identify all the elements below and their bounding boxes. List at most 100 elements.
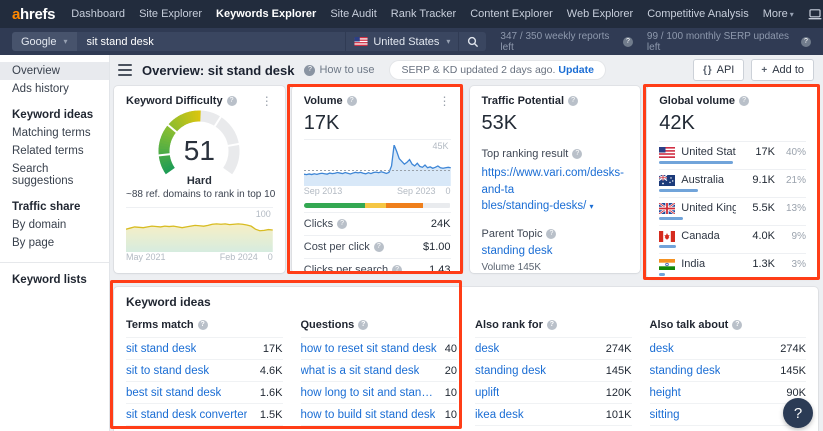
keyword-search-group: Google▾ United States▾: [12, 32, 487, 51]
keyword-link[interactable]: height: [649, 386, 681, 399]
keyword-link[interactable]: desk: [475, 342, 500, 355]
kebab-menu-icon[interactable]: ⋮: [260, 94, 273, 108]
help-icon[interactable]: ?: [346, 96, 357, 106]
keyword-link[interactable]: standing desk: [649, 364, 721, 377]
ahrefs-logo[interactable]: ahrefs: [12, 5, 56, 23]
x-axis-end: Feb 2024: [219, 252, 258, 262]
nav-item-keywords-explorer[interactable]: Keywords Explorer: [216, 8, 317, 20]
keyword-link[interactable]: sit stand desk: [126, 342, 197, 355]
help-icon[interactable]: ?: [739, 96, 750, 106]
y-axis-max: 45K: [432, 141, 449, 151]
country-row-united-states: United States 17K 40%: [659, 141, 806, 169]
keyword-link[interactable]: uplift: [475, 386, 500, 399]
keyword-link[interactable]: sit to stand desk: [126, 364, 210, 377]
keyword-link[interactable]: best sit stand desk: [126, 386, 222, 399]
help-icon[interactable]: ?: [226, 96, 237, 106]
keyword-row: how to reset sit stand desk 40: [300, 337, 457, 359]
nav-item-site-audit[interactable]: Site Audit: [330, 8, 377, 20]
sidebar-item-by-domain[interactable]: By domain: [12, 219, 67, 231]
top-ranking-result-label: Top ranking result?: [482, 148, 629, 160]
nav-item-content-explorer[interactable]: Content Explorer: [470, 8, 553, 20]
help-icon[interactable]: ?: [392, 265, 403, 273]
traffic-potential-value: 53K: [481, 112, 518, 134]
chevron-down-icon: ▾: [789, 10, 794, 19]
kebab-menu-icon[interactable]: ⋮: [438, 94, 451, 108]
nav-item-web-explorer[interactable]: Web Explorer: [566, 8, 634, 20]
keyword-link[interactable]: how long to sit and stand at desk: [300, 386, 437, 399]
cps-value: 1.43: [429, 264, 451, 273]
keyword-ideas-panel: Keyword ideas Terms match? sit stand des…: [114, 287, 818, 431]
keyword-link[interactable]: ikea desk: [475, 408, 524, 421]
how-to-use-link[interactable]: ? How to use: [304, 64, 374, 76]
sidebar-item-related-terms[interactable]: Related terms: [12, 145, 84, 157]
search-bar: Google▾ United States▾ 347 / 350 weekly …: [0, 28, 823, 55]
help-icon[interactable]: ?: [622, 36, 633, 47]
volume-share-bar: [659, 161, 733, 164]
sidebar-item-search-suggestions[interactable]: Search suggestions: [12, 163, 74, 187]
keyword-row: ikea desk 101K: [475, 403, 632, 425]
account-menu[interactable]: SanityCheck.io Lt... ▾: [808, 8, 823, 20]
keyword-link[interactable]: what is a sit stand desk: [300, 364, 420, 377]
keyword-row: sit to stand desk 4.6K: [126, 359, 283, 381]
kd-score: 51: [183, 135, 215, 166]
volume-share-bar: [659, 245, 676, 248]
keyword-link[interactable]: how to reset sit stand desk: [300, 342, 437, 355]
parent-topic-link[interactable]: standing desk: [481, 245, 553, 258]
nav-item-rank-tracker[interactable]: Rank Tracker: [390, 8, 457, 20]
help-icon[interactable]: ?: [801, 36, 811, 47]
keyword-link[interactable]: desk: [649, 342, 674, 355]
keyword-row: electric71K: [649, 425, 806, 431]
sidebar-item-by-page[interactable]: By page: [12, 237, 55, 249]
us-flag-icon: [354, 37, 368, 46]
keyword-row: how to build sit stand desk 10: [300, 403, 457, 425]
help-icon[interactable]: ?: [337, 219, 348, 229]
keyword-row: desk 274K: [649, 337, 806, 359]
keyword-link[interactable]: sit stand desk converter: [126, 408, 248, 421]
nav-item-dashboard[interactable]: Dashboard: [71, 8, 126, 20]
sidebar-item-overview[interactable]: Overview: [0, 62, 109, 80]
help-icon[interactable]: ?: [732, 320, 743, 330]
help-icon[interactable]: ?: [546, 320, 557, 330]
search-button[interactable]: [458, 32, 487, 51]
chevron-down-icon[interactable]: ▾: [589, 202, 594, 212]
sidebar-header-traffic-share: Traffic share: [12, 201, 81, 213]
chevron-down-icon: ▾: [63, 37, 68, 46]
cost-per-click-row: Cost per click? $1.00: [303, 235, 451, 258]
braces-icon: { }: [702, 64, 712, 76]
help-icon[interactable]: ?: [546, 229, 557, 240]
keyword-link[interactable]: sitting: [649, 408, 680, 421]
help-icon[interactable]: ?: [197, 320, 208, 330]
help-icon[interactable]: ?: [373, 242, 384, 252]
nav-item-site-explorer[interactable]: Site Explorer: [139, 8, 203, 20]
help-icon[interactable]: ?: [572, 149, 583, 159]
keyword-link[interactable]: how to build sit stand desk: [300, 408, 436, 421]
nav-item-competitive-analysis[interactable]: Competitive Analysis: [647, 8, 749, 20]
us-flag-icon: [659, 146, 676, 158]
country-select[interactable]: United States ▾: [345, 32, 459, 51]
keyword-row: sit stand desk 17K: [126, 337, 283, 359]
api-button[interactable]: { } API: [692, 59, 745, 81]
update-link[interactable]: Update: [558, 64, 594, 76]
collapse-sidebar-icon[interactable]: [118, 64, 132, 76]
search-input[interactable]: [76, 32, 346, 51]
keyword-difficulty-card: Keyword Difficulty ? ⋮ 51 Hard ~88 ref. …: [114, 86, 285, 273]
question-icon: ?: [304, 64, 316, 76]
sidebar-item-matching-terms[interactable]: Matching terms: [12, 127, 91, 139]
sidebar-item-ads-history[interactable]: Ads history: [12, 83, 69, 95]
volume-card: Volume ? ⋮ 17K 45K Sep 2013 Sep 2023 0: [291, 86, 463, 273]
nav-item-more[interactable]: More ▾: [762, 8, 794, 20]
clicks-value: 24K: [430, 218, 451, 230]
sidebar-header-keyword-lists[interactable]: Keyword lists: [12, 274, 87, 286]
help-button[interactable]: ?: [783, 398, 813, 428]
volume-share-bar: [659, 217, 684, 220]
serp-kd-update-pill: SERP & KD updated 2 days ago. Update: [390, 61, 605, 79]
x-axis-start: Sep 2013: [303, 186, 343, 196]
help-icon[interactable]: ?: [568, 96, 579, 106]
add-to-button[interactable]: + Add to: [751, 59, 814, 81]
top-ranking-result-link[interactable]: https://www.vari.com/desks-and-ta bles/s…: [481, 167, 625, 213]
help-icon[interactable]: ?: [358, 320, 369, 330]
page-title: Overview: sit stand desk: [142, 62, 295, 78]
search-engine-select[interactable]: Google ▾: [12, 32, 77, 51]
keyword-link[interactable]: standing desk: [475, 364, 546, 377]
